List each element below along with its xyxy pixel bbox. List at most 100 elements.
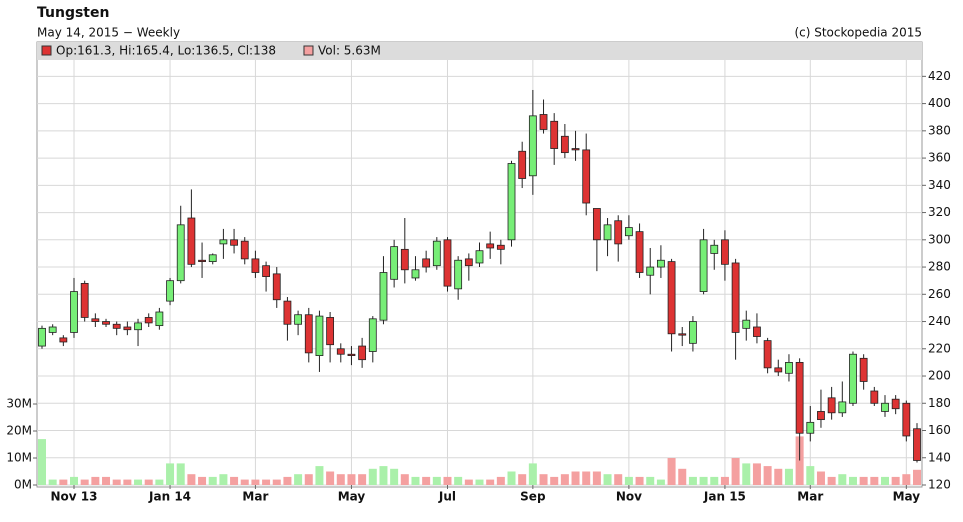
- volume-bar: [123, 479, 132, 485]
- candle-body: [550, 120, 559, 149]
- volume-bar: [816, 471, 825, 485]
- legend-label: Vol: 5.63M: [318, 44, 381, 58]
- volume-bar: [731, 458, 740, 485]
- volume-bar: [486, 479, 495, 485]
- volume-bar: [656, 479, 665, 485]
- volume-bar: [838, 474, 847, 485]
- candle-body: [315, 315, 324, 356]
- volume-bar: [134, 479, 143, 485]
- candle-body: [635, 231, 644, 273]
- y-tick-label: 240: [928, 314, 951, 328]
- y2-tick-label: 0M: [14, 478, 32, 492]
- candle-body: [657, 259, 665, 268]
- volume-bar: [176, 463, 185, 485]
- volume-bar: [507, 471, 516, 485]
- candle-body: [667, 261, 676, 335]
- volume-bar: [699, 476, 708, 485]
- candle-body: [913, 428, 921, 461]
- candle-body: [187, 217, 196, 265]
- volume-bar: [443, 476, 452, 485]
- volume-bar: [710, 476, 719, 485]
- candle-body: [870, 390, 879, 404]
- volume-bar: [112, 479, 121, 485]
- candle-body: [134, 322, 142, 331]
- candle-body: [646, 266, 655, 276]
- candle-body: [262, 265, 270, 277]
- candle-body: [838, 401, 847, 414]
- volume-bar: [294, 474, 303, 485]
- candle-body: [763, 340, 772, 369]
- y-tick-label: 220: [928, 341, 951, 355]
- candle-body: [560, 135, 569, 154]
- volume-bar: [592, 471, 601, 485]
- chart-subtitle: May 14, 2015 − Weekly: [37, 26, 180, 40]
- candle-body: [155, 311, 164, 327]
- legend-swatch: [41, 45, 52, 56]
- y-tick-label: 120: [928, 478, 951, 492]
- volume-bar: [742, 463, 751, 485]
- y2-tick-label: 20M: [6, 424, 32, 438]
- candle-body: [251, 258, 260, 273]
- candle-body: [230, 239, 238, 246]
- x-tick-label: Sep: [520, 490, 546, 504]
- candle-body: [422, 258, 431, 268]
- volume-bar: [454, 476, 463, 485]
- volume-bar: [262, 479, 271, 485]
- y-tick-label: 200: [928, 369, 951, 383]
- volume-bar: [624, 476, 633, 485]
- y-tick-label: 380: [928, 123, 951, 137]
- candle-body: [411, 269, 420, 279]
- candle-body: [390, 246, 399, 280]
- volume-bar: [208, 476, 217, 485]
- volume-bar: [902, 474, 911, 485]
- volume-bar: [518, 474, 527, 485]
- volume-bar: [784, 468, 793, 485]
- volume-bar: [827, 476, 836, 485]
- volume-bar: [496, 476, 505, 485]
- candle-body: [198, 259, 206, 263]
- volume-bar: [155, 479, 164, 485]
- volume-bar: [198, 476, 207, 485]
- volume-bar: [422, 476, 431, 485]
- candle-body: [443, 239, 452, 287]
- candle-body: [859, 357, 868, 382]
- candle-body: [283, 300, 292, 325]
- volume-bar: [528, 463, 537, 485]
- volume-bar: [891, 476, 900, 485]
- candle-body: [849, 353, 857, 404]
- y-tick-label: 160: [928, 423, 951, 437]
- candle-body: [678, 333, 687, 336]
- x-tick-label: Mar: [242, 490, 268, 504]
- y-tick-label: 260: [928, 287, 951, 301]
- y2-tick-label: 30M: [6, 397, 32, 411]
- candle-body: [48, 326, 57, 333]
- volume-bar: [48, 479, 57, 485]
- candle-body: [496, 244, 505, 250]
- y-tick-label: 180: [928, 396, 951, 410]
- candle-body: [400, 248, 409, 271]
- legend-swatch: [303, 45, 314, 56]
- volume-bar: [251, 479, 260, 485]
- volume-bar: [880, 476, 889, 485]
- candle-body: [614, 220, 623, 245]
- volume-bar: [913, 469, 921, 485]
- candle-body: [475, 250, 484, 264]
- volume-bar: [59, 479, 68, 485]
- candle-body: [240, 240, 249, 260]
- candle-body: [774, 367, 783, 373]
- candle-body: [304, 314, 313, 354]
- volume-bar: [400, 474, 409, 485]
- candle-body: [486, 243, 495, 249]
- volume-bar: [347, 474, 356, 485]
- volume-bar: [720, 476, 729, 485]
- volume-bar: [336, 474, 345, 485]
- candle-body: [742, 319, 751, 329]
- candle-body: [881, 402, 889, 412]
- volume-bar: [315, 466, 324, 485]
- candle-body: [219, 239, 228, 245]
- volume-bar: [38, 439, 46, 485]
- y-tick-label: 320: [928, 205, 951, 219]
- volume-bar: [635, 476, 644, 485]
- candle-body: [891, 398, 900, 410]
